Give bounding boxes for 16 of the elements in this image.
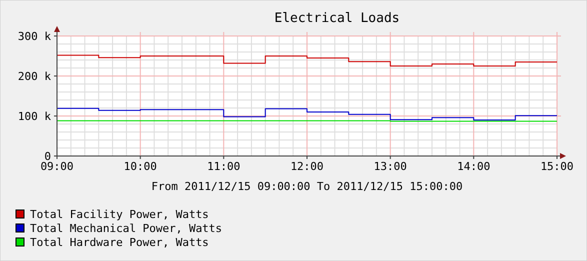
y-tick-label: 200 k: [18, 70, 52, 83]
x-tick-label: 12:00: [290, 160, 324, 173]
x-tick-label: 13:00: [374, 160, 407, 173]
y-tick-label: 300 k: [18, 30, 52, 43]
y-tick-label: 100 k: [18, 110, 52, 123]
legend-label: Total Facility Power, Watts: [30, 208, 209, 221]
x-tick-label: 14:00: [457, 160, 490, 173]
x-tick-label: 09:00: [40, 160, 74, 173]
x-tick-label: 11:00: [207, 160, 240, 173]
x-axis-title: From 2011/12/15 09:00:00 To 2011/12/15 15:00:00: [151, 180, 463, 193]
x-tick-label: 10:00: [124, 160, 157, 173]
y-tick-label: 0: [44, 150, 51, 163]
chart-title: Electrical Loads: [274, 11, 400, 26]
legend-label: Total Hardware Power, Watts: [30, 236, 209, 249]
legend-label: Total Mechanical Power, Watts: [30, 222, 222, 235]
x-tick-label: 15:00: [540, 160, 574, 173]
